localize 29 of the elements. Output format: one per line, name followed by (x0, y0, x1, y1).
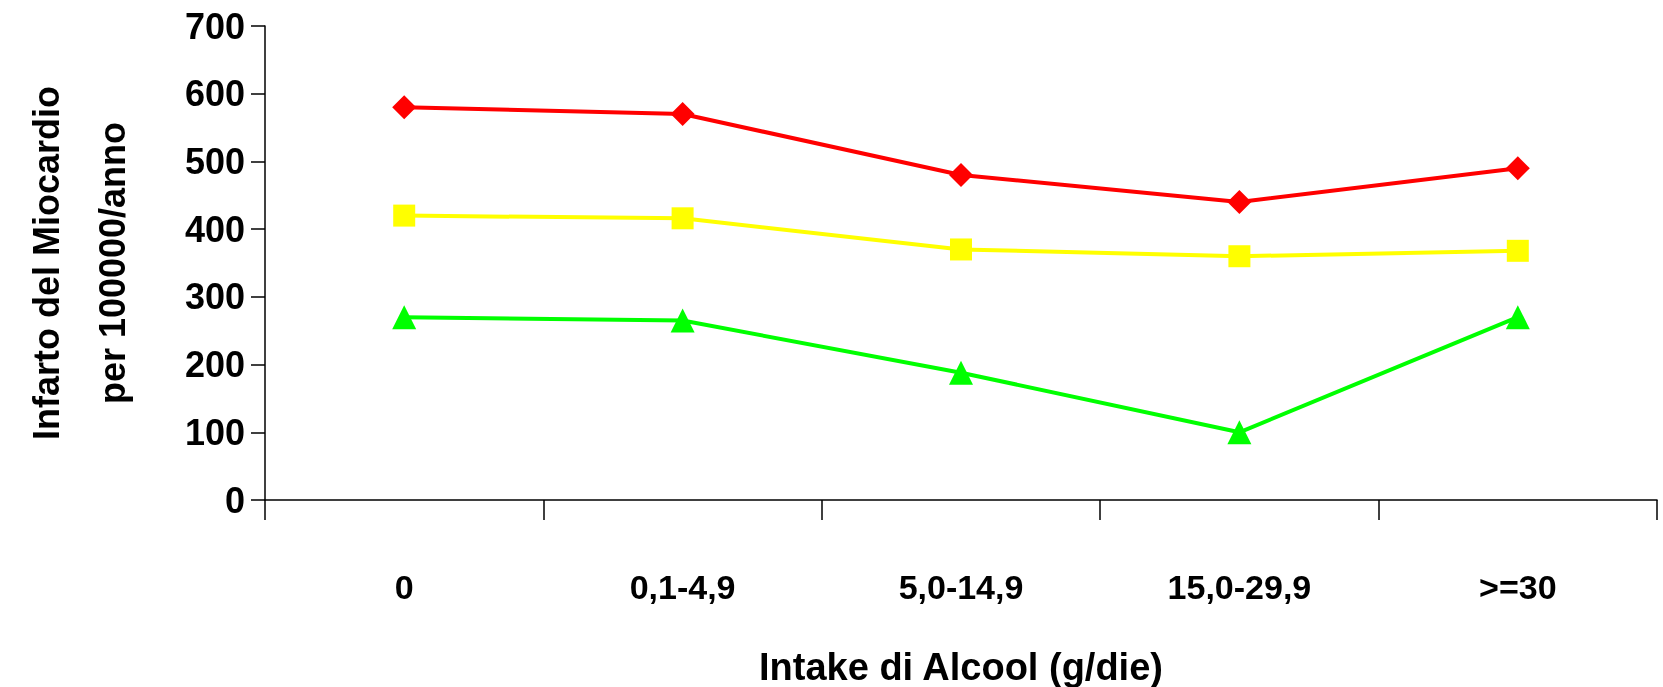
x-tick-label: 0 (394, 568, 414, 606)
y-tick-label: 100 (184, 411, 245, 453)
point (392, 305, 417, 330)
y-tick-label: 500 (184, 140, 245, 182)
point (1228, 245, 1251, 268)
y-tick-label: 200 (184, 344, 245, 386)
point (670, 308, 695, 333)
y-tick-label: 400 (184, 208, 245, 250)
point (670, 102, 695, 127)
point (1505, 156, 1530, 181)
point (1227, 420, 1252, 445)
point (1505, 305, 1530, 330)
point (950, 238, 972, 261)
point (393, 204, 416, 227)
y-tick-label: 0 (224, 479, 245, 521)
point (1227, 190, 1252, 215)
y-tick-label: 300 (184, 276, 245, 318)
x-tick-label: 5,0-14,9 (898, 568, 1024, 606)
point (949, 162, 973, 187)
x-tick-label: 15,0-29,9 (1167, 568, 1312, 606)
y-axis-title: Infarto del Miocardio per 100000/anno (25, 85, 133, 441)
point (949, 360, 973, 385)
y-tick-label: 600 (184, 73, 245, 115)
point (671, 207, 694, 230)
y-tick-label: 700 (184, 5, 245, 47)
x-tick-label: >=30 (1479, 568, 1557, 606)
point (1506, 239, 1529, 262)
x-tick-label: 0,1-4,9 (629, 568, 736, 606)
point (392, 95, 417, 120)
